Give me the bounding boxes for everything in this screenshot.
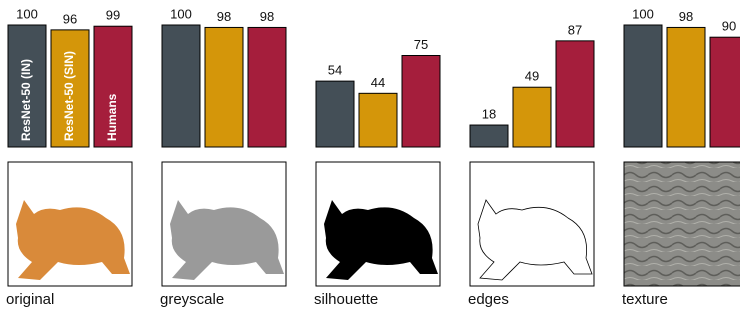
image-caption: silhouette	[314, 291, 378, 308]
value-label: 100	[16, 6, 38, 21]
bar	[162, 25, 200, 147]
value-label: 75	[414, 37, 428, 52]
value-label: 96	[63, 11, 77, 26]
value-label: 90	[722, 19, 736, 34]
value-label: 100	[632, 6, 654, 21]
image-edges	[470, 162, 594, 286]
value-label: 54	[328, 63, 342, 78]
bar	[205, 27, 243, 147]
bar	[359, 93, 397, 147]
image-caption: original	[6, 291, 54, 308]
bar	[513, 87, 551, 147]
bar	[402, 56, 440, 148]
value-label: 100	[170, 6, 192, 21]
bar	[710, 37, 740, 147]
category-label: ResNet-50 (SIN)	[62, 51, 76, 141]
image-caption: texture	[622, 291, 668, 308]
value-label: 98	[260, 9, 274, 24]
value-label: 49	[525, 69, 539, 84]
value-label: 18	[482, 106, 496, 121]
bar	[556, 41, 594, 147]
value-label: 87	[568, 22, 582, 37]
image-silhouette	[316, 162, 440, 286]
page: {"chart_data": [ {"type": "bar", "title"…	[0, 0, 740, 310]
value-label: 98	[679, 9, 693, 24]
image-original	[8, 162, 132, 286]
value-label: 98	[217, 9, 231, 24]
image-texture	[624, 162, 740, 286]
bar	[316, 81, 354, 147]
bar	[667, 27, 705, 147]
bar	[248, 27, 286, 147]
category-label: ResNet-50 (IN)	[19, 59, 33, 141]
value-label: 44	[371, 75, 385, 90]
figure: 100 ResNet-50 (IN) 96 ResNet-50 (SIN) 99 Huma…	[0, 0, 740, 310]
image-greyscale	[162, 162, 286, 286]
image-caption: greyscale	[160, 291, 224, 308]
bar	[470, 125, 508, 147]
category-label: Humans	[105, 93, 119, 141]
image-caption: edges	[468, 291, 509, 308]
value-label: 99	[106, 8, 120, 23]
bar	[624, 25, 662, 147]
